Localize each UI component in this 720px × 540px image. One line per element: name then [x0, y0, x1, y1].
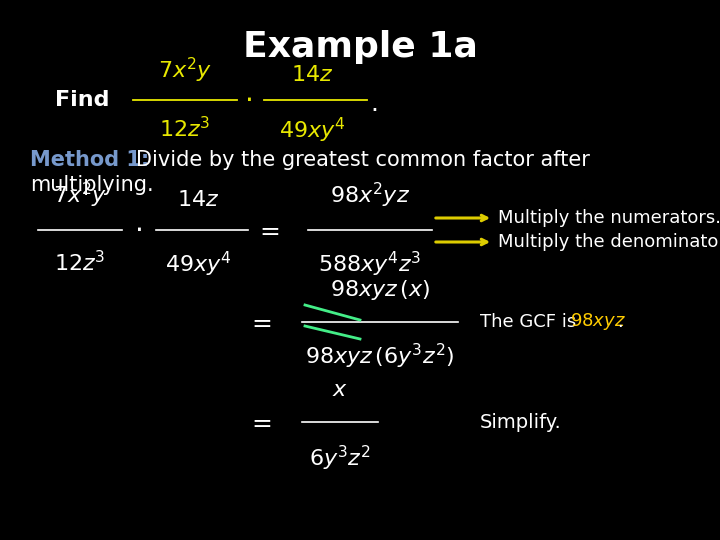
Text: $\cdot$: $\cdot$ [134, 216, 142, 244]
Text: $588xy^{4}z^{3}$: $588xy^{4}z^{3}$ [318, 250, 422, 279]
Text: Simplify.: Simplify. [480, 413, 562, 431]
Text: $12z^{3}$: $12z^{3}$ [54, 250, 106, 275]
Text: $=$: $=$ [248, 410, 273, 434]
Text: $98xyz$: $98xyz$ [570, 312, 626, 333]
Text: Multiply the denominators.: Multiply the denominators. [498, 233, 720, 251]
Text: $14z$: $14z$ [177, 190, 219, 210]
Text: .: . [617, 313, 623, 331]
Text: $98xyz\,(6y^{3}z^{2})$: $98xyz\,(6y^{3}z^{2})$ [305, 342, 454, 371]
Text: $=$: $=$ [256, 218, 281, 242]
Text: $49xy^{4}$: $49xy^{4}$ [279, 116, 346, 145]
Text: Multiply the numerators.: Multiply the numerators. [498, 209, 720, 227]
Text: $7x^{2}y$: $7x^{2}y$ [158, 56, 212, 85]
Text: $\cdot$: $\cdot$ [244, 86, 252, 114]
Text: Method 1:: Method 1: [30, 150, 149, 170]
Text: $12z^{3}$: $12z^{3}$ [159, 116, 211, 141]
Text: The GCF is: The GCF is [480, 313, 582, 331]
Text: $7x^{2}y$: $7x^{2}y$ [53, 181, 107, 210]
Text: $x$: $x$ [332, 380, 348, 400]
Text: Divide by the greatest common factor after: Divide by the greatest common factor aft… [136, 150, 590, 170]
Text: $98xyz\,(x)$: $98xyz\,(x)$ [330, 278, 431, 302]
Text: Find: Find [55, 90, 109, 110]
Text: Example 1a: Example 1a [243, 30, 477, 64]
Text: multiplying.: multiplying. [30, 175, 153, 195]
Text: $14z$: $14z$ [291, 65, 333, 85]
Text: $49xy^{4}$: $49xy^{4}$ [165, 250, 231, 279]
Text: $98x^{2}yz$: $98x^{2}yz$ [330, 181, 410, 210]
Text: $=$: $=$ [248, 310, 273, 334]
Text: $6y^{3}z^{2}$: $6y^{3}z^{2}$ [309, 444, 371, 473]
Text: .: . [370, 92, 378, 116]
